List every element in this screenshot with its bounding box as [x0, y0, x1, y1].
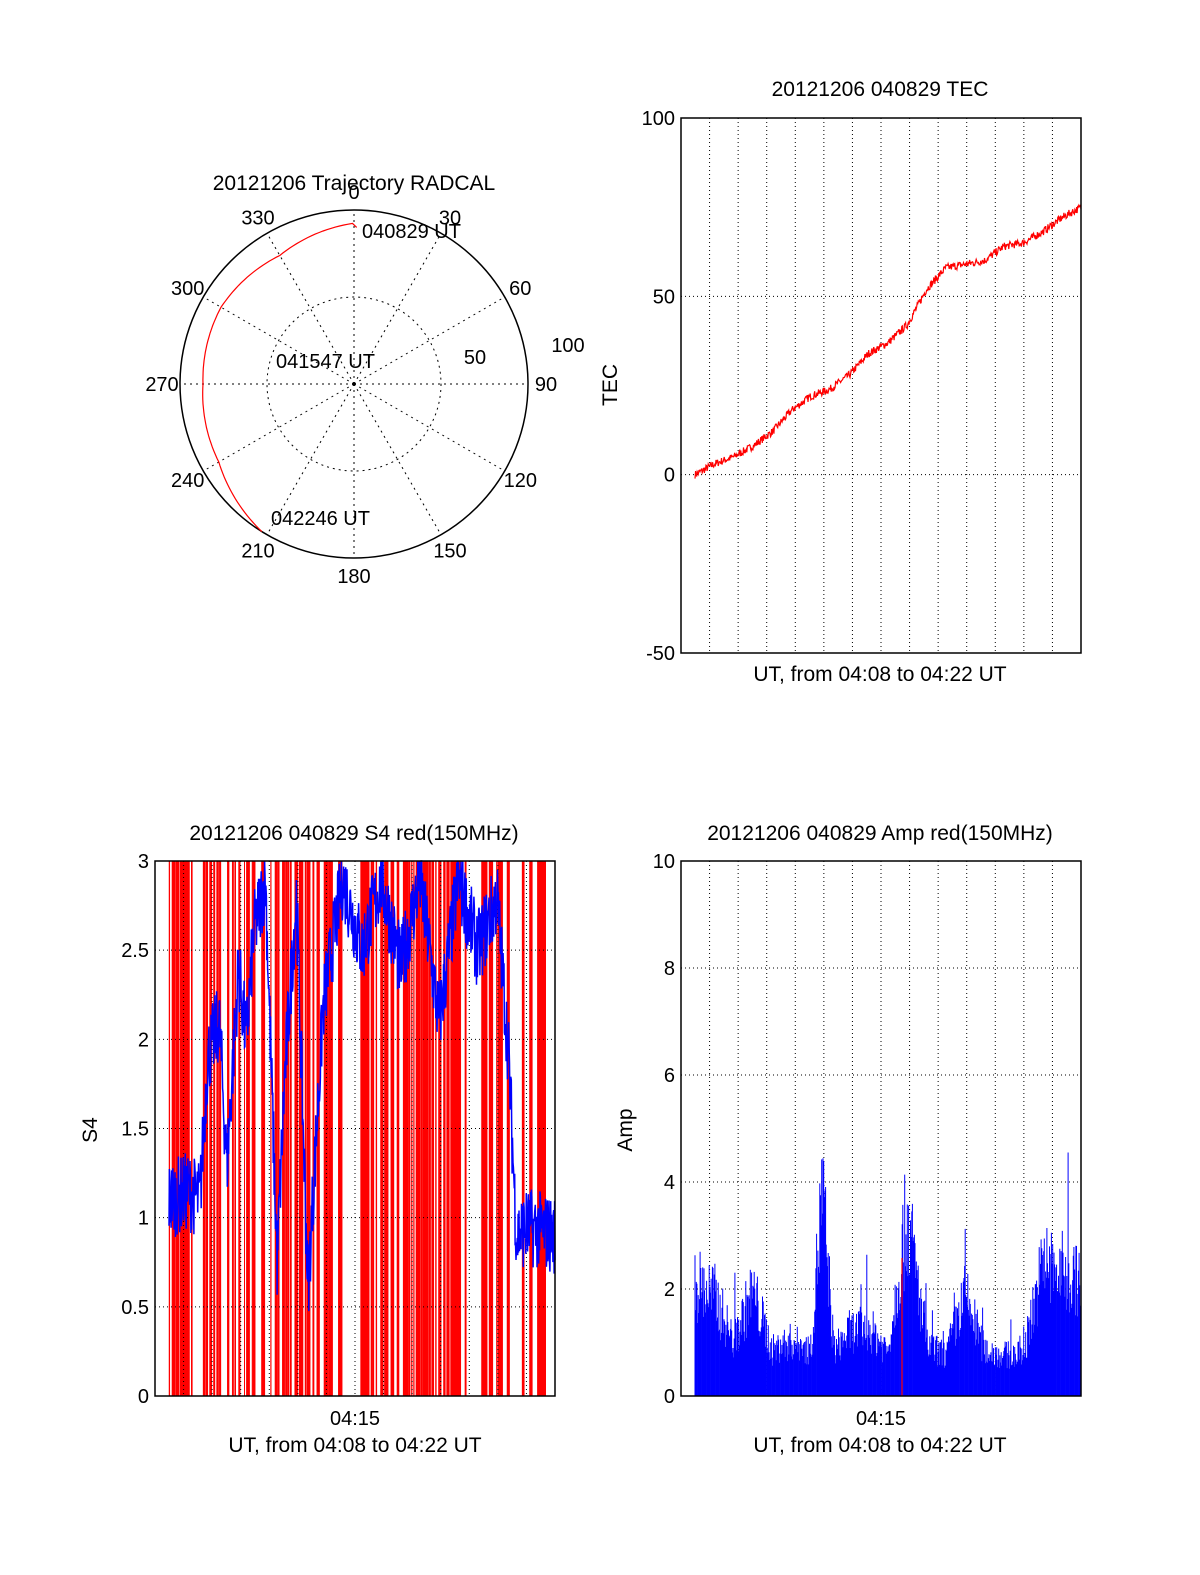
s4-ytick-3: 3: [138, 851, 149, 873]
tec-title: 20121206 040829 TEC: [772, 78, 989, 101]
polar-outer-circle: [179, 209, 529, 559]
amp-y-tick-labels: 0 2 4 6 8 10: [653, 851, 675, 1408]
amp-ytick-8: 8: [664, 958, 675, 980]
tec-y-tick-labels: -50 0 50 100: [642, 108, 675, 665]
s4-ytick-2: 2: [138, 1029, 149, 1051]
tec-ytick-100: 100: [642, 108, 675, 130]
polar-trajectory-panel: 20121206 Trajectory RADCAL 0 30 60 90 120 150…: [145, 172, 584, 588]
amp-ytick-4: 4: [664, 1172, 675, 1194]
tec-series-line: [694, 203, 1082, 479]
polar-angle-labels: 0 30 60 90 120 150 180 210 240 270 300 330: [145, 182, 557, 588]
amp-title: 20121206 040829 Amp red(150MHz): [707, 822, 1053, 845]
amp-x-label: UT, from 04:08 to 04:22 UT: [753, 1434, 1006, 1457]
polar-angle-label-240: 240: [171, 470, 204, 492]
amp-ytick-10: 10: [653, 851, 675, 873]
polar-angle-label-150: 150: [433, 540, 466, 562]
s4-ytick-0.5: 0.5: [121, 1297, 149, 1319]
amp-ytick-0: 0: [664, 1386, 675, 1408]
tec-ytick-50: 50: [653, 286, 675, 308]
s4-ytick-1: 1: [138, 1208, 149, 1230]
amp-grid: [681, 861, 1081, 1396]
polar-title: 20121206 Trajectory RADCAL: [213, 172, 496, 195]
polar-angle-label-90: 90: [535, 374, 557, 396]
polar-spoke-300: [203, 296, 355, 385]
tec-ytick--50: -50: [646, 643, 675, 665]
tec-plot-frame: [680, 117, 1082, 654]
s4-y-tick-labels: 0 0.5 1 1.5 2 2.5 3: [121, 851, 149, 1408]
tec-panel: 20121206 040829 TEC -50 0 50 100 UT, from 0…: [599, 78, 1082, 686]
polar-spoke-330: [266, 233, 355, 385]
polar-ring-50: [266, 296, 442, 472]
annotation-mid-time: 041547 UT: [276, 351, 375, 373]
s4-x-tick-0415: 04:15: [330, 1408, 380, 1430]
amp-ytick-2: 2: [664, 1279, 675, 1301]
polar-angle-label-330: 330: [241, 208, 274, 230]
polar-grid: [179, 209, 529, 559]
polar-spoke-60: [353, 296, 505, 385]
polar-spoke-210: [266, 383, 355, 535]
polar-angle-label-300: 300: [171, 278, 204, 300]
s4-y-label: S4: [79, 1117, 102, 1143]
tec-x-label: UT, from 04:08 to 04:22 UT: [753, 663, 1006, 686]
amp-plot-frame: [680, 860, 1082, 1397]
polar-angle-label-180: 180: [337, 566, 370, 588]
polar-spoke-120: [353, 383, 505, 472]
annotation-end-time: 042246 UT: [271, 508, 370, 530]
amp-ytick-6: 6: [664, 1065, 675, 1087]
tec-grid: [681, 118, 1081, 653]
s4-red-bars: [168, 861, 546, 1396]
amp-x-tick-0415: 04:15: [856, 1408, 906, 1430]
polar-angle-label-30: 30: [439, 208, 461, 230]
polar-angle-label-210: 210: [241, 540, 274, 562]
polar-angle-label-60: 60: [509, 278, 531, 300]
amp-y-label: Amp: [614, 1108, 637, 1151]
tec-y-label: TEC: [599, 364, 622, 406]
amp-panel: 20121206 040829 Amp red(150MHz) 0246810 …: [614, 822, 1082, 1457]
s4-blue-series-line: [168, 860, 556, 1312]
s4-ytick-0: 0: [138, 1386, 149, 1408]
polar-spoke-150: [353, 383, 442, 535]
polar-angle-label-120: 120: [504, 470, 537, 492]
polar-angle-label-0: 0: [348, 182, 359, 204]
s4-ytick-2.5: 2.5: [121, 940, 149, 962]
trajectory-line: [202, 222, 358, 533]
polar-angle-label-270: 270: [145, 374, 178, 396]
amp-blue-bars: [694, 1152, 1082, 1396]
tec-ytick-0: 0: [664, 465, 675, 487]
s4-plot-frame: [154, 860, 556, 1397]
polar-spoke-240: [203, 383, 355, 472]
polar-spoke-30: [353, 233, 442, 385]
s4-ytick-1.5: 1.5: [121, 1119, 149, 1141]
s4-x-label: UT, from 04:08 to 04:22 UT: [228, 1434, 481, 1457]
annotation-start-time: 040829 UT: [362, 221, 461, 243]
s4-title: 20121206 040829 S4 red(150MHz): [189, 822, 518, 845]
radial-label-100: 100: [551, 335, 584, 357]
s4-panel: 20121206 040829 S4 red(150MHz) 0 0.5 1 1.5 2…: [79, 822, 556, 1457]
radial-label-50: 50: [464, 347, 486, 369]
